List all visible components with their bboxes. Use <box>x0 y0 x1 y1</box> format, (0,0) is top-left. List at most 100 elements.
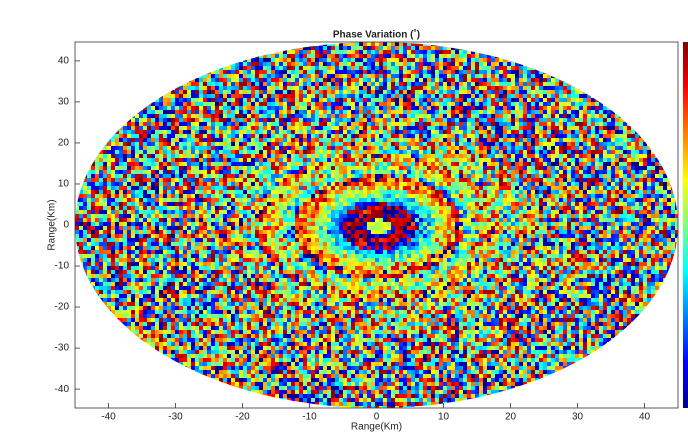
field-cell <box>383 94 387 98</box>
field-cell <box>159 150 163 154</box>
field-cell <box>263 102 267 106</box>
field-cell <box>103 154 107 158</box>
field-cell <box>575 118 579 122</box>
field-cell <box>147 126 151 130</box>
field-cell <box>483 158 487 162</box>
field-cell <box>263 142 267 146</box>
field-cell <box>575 166 579 170</box>
field-cell <box>203 98 207 102</box>
field-cell <box>171 206 175 210</box>
field-cell <box>535 166 539 170</box>
field-cell <box>455 54 459 58</box>
field-cell <box>115 158 119 162</box>
field-cell <box>167 110 171 114</box>
field-cell <box>591 206 595 210</box>
field-cell <box>183 154 187 158</box>
field-cell <box>255 94 259 98</box>
field-cell <box>619 198 623 202</box>
field-cell <box>303 54 307 58</box>
field-cell <box>531 102 535 106</box>
field-cell <box>103 186 107 190</box>
field-cell <box>243 70 247 74</box>
field-cell <box>383 198 387 202</box>
field-cell <box>215 146 219 150</box>
field-cell <box>75 190 79 194</box>
field-cell <box>323 142 327 146</box>
field-cell <box>327 86 331 90</box>
field-cell <box>671 190 675 194</box>
field-cell <box>443 186 447 190</box>
field-cell <box>535 118 539 122</box>
field-cell <box>127 170 131 174</box>
field-cell <box>451 46 455 50</box>
field-cell <box>411 166 415 170</box>
field-cell <box>523 118 527 122</box>
field-cell <box>363 166 367 170</box>
field-cell <box>407 146 411 150</box>
field-cell <box>519 170 523 174</box>
field-cell <box>371 150 375 154</box>
field-cell <box>275 98 279 102</box>
field-cell <box>431 122 435 126</box>
field-cell <box>371 50 375 54</box>
field-cell <box>543 86 547 90</box>
field-cell <box>363 182 367 186</box>
field-cell <box>571 198 575 202</box>
field-cell <box>463 178 467 182</box>
field-cell <box>343 90 347 94</box>
field-cell <box>419 102 423 106</box>
field-cell <box>527 138 531 142</box>
field-cell <box>647 146 651 150</box>
field-cell <box>271 74 275 78</box>
field-cell <box>595 126 599 130</box>
field-cell <box>335 62 339 66</box>
field-cell <box>155 146 159 150</box>
field-cell <box>203 146 207 150</box>
field-cell <box>551 150 555 154</box>
field-cell <box>647 186 651 190</box>
field-cell <box>303 170 307 174</box>
field-cell <box>167 170 171 174</box>
field-cell <box>479 126 483 130</box>
field-cell <box>519 118 523 122</box>
field-cell <box>187 190 191 194</box>
field-cell <box>387 42 391 46</box>
field-cell <box>503 106 507 110</box>
field-cell <box>279 178 283 182</box>
field-cell <box>191 206 195 210</box>
field-cell <box>279 54 283 58</box>
field-cell <box>323 82 327 86</box>
field-cell <box>135 134 139 138</box>
field-cell <box>371 186 375 190</box>
field-cell <box>587 114 591 118</box>
field-cell <box>383 82 387 86</box>
field-cell <box>487 142 491 146</box>
field-cell <box>391 106 395 110</box>
field-cell <box>183 202 187 206</box>
field-cell <box>251 70 255 74</box>
field-cell <box>187 146 191 150</box>
field-cell <box>455 182 459 186</box>
field-cell <box>311 166 315 170</box>
field-cell <box>347 190 351 194</box>
field-cell <box>303 134 307 138</box>
field-cell <box>427 142 431 146</box>
field-cell <box>151 142 155 146</box>
field-cell <box>355 50 359 54</box>
field-cell <box>355 90 359 94</box>
field-cell <box>343 182 347 186</box>
field-cell <box>603 118 607 122</box>
field-cell <box>275 90 279 94</box>
field-cell <box>579 178 583 182</box>
field-cell <box>635 142 639 146</box>
field-cell <box>559 118 563 122</box>
field-cell <box>383 98 387 102</box>
field-cell <box>439 190 443 194</box>
field-cell <box>515 158 519 162</box>
field-cell <box>283 138 287 142</box>
field-cell <box>651 166 655 170</box>
field-cell <box>555 170 559 174</box>
field-cell <box>423 154 427 158</box>
field-cell <box>375 122 379 126</box>
field-cell <box>203 178 207 182</box>
